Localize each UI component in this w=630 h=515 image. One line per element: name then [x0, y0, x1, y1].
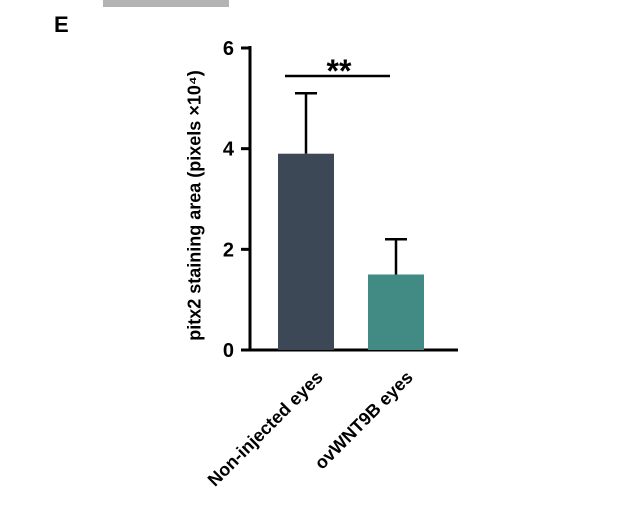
- bar-0: [278, 153, 334, 350]
- y-tick-label: 0: [223, 340, 234, 362]
- y-tick-label: 6: [223, 38, 234, 60]
- bar-1: [368, 274, 424, 350]
- y-tick-label: 2: [223, 239, 234, 261]
- crop-artifact-strip: [103, 0, 229, 7]
- y-tick-label: 4: [223, 139, 235, 161]
- panel-label: E: [54, 12, 69, 37]
- significance-stars: **: [327, 53, 352, 89]
